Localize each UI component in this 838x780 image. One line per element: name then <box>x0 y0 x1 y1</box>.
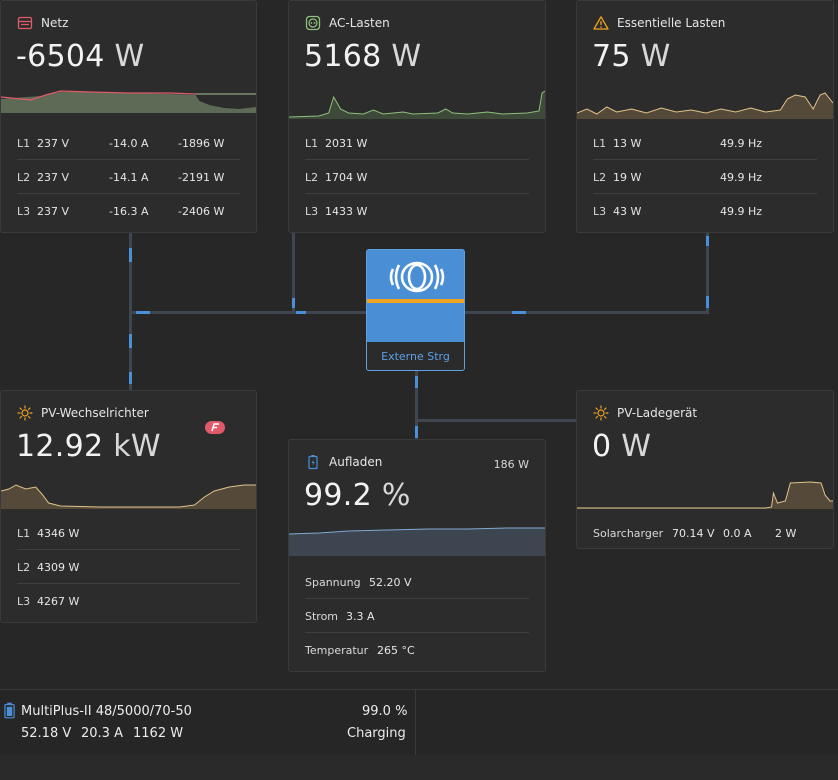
essential-loads-row-l1: L1 13 W 49.9 Hz <box>593 126 817 160</box>
essential-loads-value: 75 W <box>592 39 671 74</box>
device-state: Charging <box>347 726 406 741</box>
essential-loads-header: Essentielle Lasten <box>593 15 725 31</box>
grid-row-l2: L2 237 V -14.1 A -2191 W <box>17 160 240 194</box>
logo-accent-bar <box>367 299 464 303</box>
pv-inverter-row-l1: L1 4346 W <box>17 516 240 550</box>
pv-inverter-row-l3: L3 4267 W <box>17 595 80 608</box>
essential-loads-row-l3: L3 43 W 49.9 Hz <box>593 205 763 218</box>
pv-charger-title: PV-Ladegerät <box>617 406 698 420</box>
grid-row-l3: L3 237 V -16.3 A -2406 W <box>17 205 225 218</box>
ac-loads-header: AC-Lasten <box>305 15 390 31</box>
essential-loads-title: Essentielle Lasten <box>617 16 726 30</box>
sun-icon <box>593 405 609 421</box>
grid-title: Netz <box>41 16 69 30</box>
battery-charging-icon <box>305 454 321 470</box>
victron-logo <box>389 261 445 293</box>
grid-card[interactable]: Netz -6504 W L1 237 V -14.0 A -1896 W L2… <box>0 0 257 233</box>
essential-loads-history-chart <box>577 92 833 119</box>
ac-loads-title: AC-Lasten <box>329 16 390 30</box>
ac-loads-phase-rows: L1 2031 W L2 1704 W L3 1433 W <box>305 126 529 227</box>
battery-header: Aufladen <box>305 454 382 470</box>
pv-charger-header: PV-Ladegerät <box>593 405 697 421</box>
inverter-card[interactable]: Externe Strg <box>366 249 465 371</box>
fronius-badge-icon <box>205 421 225 434</box>
grid-row-l1: L1 237 V -14.0 A -1896 W <box>17 126 240 160</box>
pv-charger-row: Solarcharger 70.14 V 0.0 A 2 W <box>593 527 797 540</box>
sun-icon <box>17 405 33 421</box>
battery-title: Aufladen <box>329 455 383 469</box>
pv-inverter-history-chart <box>1 484 256 509</box>
grid-power-value: -6504 W <box>16 39 145 74</box>
essential-loads-row-l2: L2 19 W 49.9 Hz <box>593 160 817 194</box>
pv-inverter-row-l2: L2 4309 W <box>17 550 240 584</box>
grid-meter-icon <box>17 15 33 31</box>
battery-row-voltage: Spannung 52.20 V <box>305 565 529 599</box>
grid-history-chart <box>1 90 256 113</box>
ac-loads-row-l1: L1 2031 W <box>305 126 529 160</box>
device-current: 20.3 A <box>81 726 123 741</box>
device-name: MultiPlus-II 48/5000/70-50 <box>21 704 192 719</box>
device-power: 1162 W <box>133 726 184 741</box>
ac-loads-history-chart <box>289 90 545 119</box>
ac-loads-card[interactable]: AC-Lasten 5168 W L1 2031 W L2 1704 W L3 143… <box>288 0 546 233</box>
status-bar-divider <box>415 690 416 755</box>
pv-charger-value: 0 W <box>592 429 652 464</box>
ac-loads-row-l2: L2 1704 W <box>305 160 529 194</box>
warning-triangle-icon <box>593 15 609 31</box>
ac-loads-value: 5168 W <box>304 39 422 74</box>
bottom-strip <box>0 755 838 780</box>
socket-icon <box>305 15 321 31</box>
device-status-bar[interactable]: MultiPlus-II 48/5000/70-50 99.0 % 52.18 … <box>0 689 838 756</box>
inverter-mode-label: Externe Strg <box>381 350 450 363</box>
pv-inverter-header: PV-Wechselrichter <box>17 405 149 421</box>
battery-row-current: Strom 3.3 A <box>305 599 529 633</box>
battery-soc-value: 99.2 % <box>304 478 411 513</box>
pv-inverter-card[interactable]: PV-Wechselrichter 12.92 kW L1 4346 W L2 43… <box>0 390 257 623</box>
battery-power: 186 W <box>493 458 529 471</box>
inverter-mode-area: Externe Strg <box>367 342 464 370</box>
pv-inverter-phase-rows: L1 4346 W L2 4309 W L3 4267 W <box>17 516 240 617</box>
grid-card-header: Netz <box>17 15 68 31</box>
battery-card[interactable]: Aufladen 186 W 99.2 % Spannung 52.20 V St… <box>288 439 546 672</box>
essential-loads-card[interactable]: Essentielle Lasten 75 W L1 13 W 49.9 Hz L2… <box>576 0 834 233</box>
device-voltage: 52.18 V <box>21 726 72 741</box>
grid-phase-rows: L1 237 V -14.0 A -1896 W L2 237 V -14.1 … <box>17 126 240 227</box>
pv-charger-rows: Solarcharger 70.14 V 0.0 A 2 W <box>593 516 817 548</box>
pv-inverter-value: 12.92 kW <box>16 429 161 464</box>
pv-inverter-title: PV-Wechselrichter <box>41 406 149 420</box>
pv-charger-history-chart <box>577 481 833 509</box>
battery-detail-rows: Spannung 52.20 V Strom 3.3 A Temperatur 265… <box>305 565 529 666</box>
pv-charger-card[interactable]: PV-Ladegerät 0 W Solarcharger 70.14 V 0.… <box>576 390 834 549</box>
battery-soc-history-chart <box>289 527 545 556</box>
device-soc: 99.0 % <box>362 704 408 719</box>
battery-row-temperature: Temperatur 265 °C <box>305 644 415 657</box>
essential-loads-phase-rows: L1 13 W 49.9 Hz L2 19 W 49.9 Hz L3 43 W 49.9 H… <box>593 126 817 227</box>
ac-loads-row-l3: L3 1433 W <box>305 205 368 218</box>
battery-icon <box>4 702 15 719</box>
